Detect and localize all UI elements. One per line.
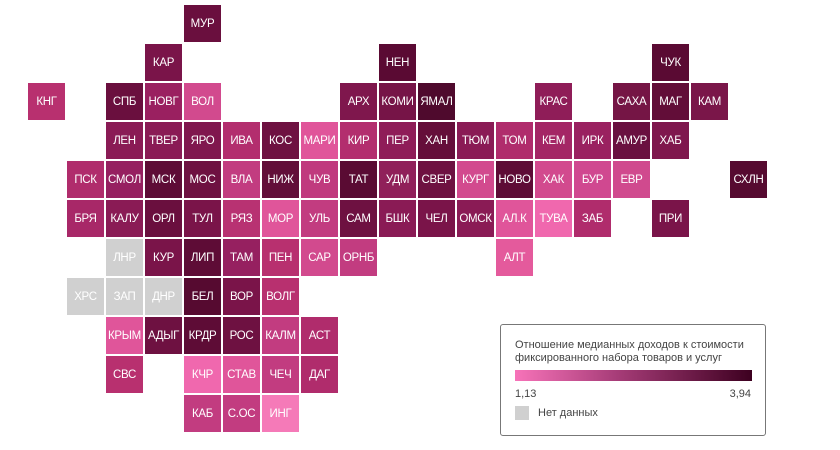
region-tile[interactable]: КЕМ [535,122,572,159]
region-tile[interactable]: КОМИ [379,83,416,120]
region-tile[interactable]: СВС [106,356,143,393]
region-tile[interactable]: ЛИП [184,239,221,276]
region-tile[interactable]: НОВО [496,161,533,198]
region-tile[interactable]: АСТ [301,317,338,354]
region-tile[interactable]: ЕВР [613,161,650,198]
region-tile[interactable]: НИЖ [262,161,299,198]
region-tile[interactable]: МОС [184,161,221,198]
region-tile[interactable]: САХА [613,83,650,120]
region-tile[interactable]: ХАК [535,161,572,198]
region-tile[interactable]: КАБ [184,395,221,432]
region-tile[interactable]: ХАН [418,122,455,159]
region-tile[interactable]: ЛНР [106,239,143,276]
region-tile[interactable]: ХРС [67,278,104,315]
region-tile[interactable]: КАЛУ [106,200,143,237]
region-tile[interactable]: БУР [574,161,611,198]
region-tile[interactable]: МОР [262,200,299,237]
region-tile[interactable]: ТУЛ [184,200,221,237]
region-tile[interactable]: БЕЛ [184,278,221,315]
region-tile[interactable]: ДНР [145,278,182,315]
region-tile[interactable]: ИВА [223,122,260,159]
region-tile[interactable]: ИНГ [262,395,299,432]
region-tile[interactable]: СХЛН [730,161,767,198]
region-tile[interactable]: СВЕР [418,161,455,198]
region-tile[interactable]: МАГ [652,83,689,120]
region-tile[interactable]: КРЫМ [106,317,143,354]
region-tile[interactable]: ЧУВ [301,161,338,198]
region-tile[interactable]: ТОМ [496,122,533,159]
region-tile[interactable]: НОВГ [145,83,182,120]
region-tile[interactable]: САР [301,239,338,276]
region-tile[interactable]: ЗАБ [574,200,611,237]
region-tile[interactable]: ПСК [67,161,104,198]
no-data-swatch [515,406,529,420]
region-tile[interactable]: ЗАП [106,278,143,315]
region-tile[interactable]: ПЕР [379,122,416,159]
region-tile[interactable]: БРЯ [67,200,104,237]
region-tile[interactable]: ВОР [223,278,260,315]
region-tile[interactable]: КЧР [184,356,221,393]
no-data-label: Нет данных [538,407,598,419]
region-tile[interactable]: С.ОС [223,395,260,432]
region-tile[interactable]: СТАВ [223,356,260,393]
region-tile[interactable]: БШК [379,200,416,237]
region-tile[interactable]: НЕН [379,44,416,81]
region-tile[interactable]: ЯРО [184,122,221,159]
region-tile[interactable]: АЛТ [496,239,533,276]
region-tile[interactable]: РОС [223,317,260,354]
region-tile[interactable]: ЧЕЧ [262,356,299,393]
legend-max-label: 3,94 [729,388,751,400]
region-tile[interactable]: АЛ.К [496,200,533,237]
region-tile[interactable]: СМОЛ [106,161,143,198]
region-tile[interactable]: АМУР [613,122,650,159]
region-tile[interactable]: КРДР [184,317,221,354]
region-tile[interactable]: АДЫГ [145,317,182,354]
region-tile[interactable]: ОМСК [457,200,494,237]
region-tile[interactable]: ТАМ [223,239,260,276]
region-tile[interactable]: КУР [145,239,182,276]
region-tile[interactable]: КАМ [691,83,728,120]
region-tile[interactable]: СПБ [106,83,143,120]
region-tile[interactable]: КРАС [535,83,572,120]
region-tile[interactable]: ОРНБ [340,239,377,276]
region-tile[interactable]: ТЮМ [457,122,494,159]
region-tile[interactable]: ИРК [574,122,611,159]
region-tile[interactable]: КУРГ [457,161,494,198]
region-tile[interactable]: КИР [340,122,377,159]
region-tile[interactable]: ЧЕЛ [418,200,455,237]
region-tile[interactable]: УЛЬ [301,200,338,237]
region-tile[interactable]: ПРИ [652,200,689,237]
region-tile[interactable]: МСК [145,161,182,198]
region-tile[interactable]: УДМ [379,161,416,198]
region-tile[interactable]: ТАТ [340,161,377,198]
region-tile[interactable]: ТВЕР [145,122,182,159]
region-tile[interactable]: ЧУК [652,44,689,81]
region-tile[interactable]: МУР [184,5,221,42]
region-tile[interactable]: АРХ [340,83,377,120]
region-tile[interactable]: РЯЗ [223,200,260,237]
region-tile[interactable]: ВЛА [223,161,260,198]
region-tile[interactable]: ТУВА [535,200,572,237]
region-tile[interactable]: ПЕН [262,239,299,276]
region-tile[interactable]: ВОЛ [184,83,221,120]
region-tile[interactable]: ОРЛ [145,200,182,237]
region-tile[interactable]: КАР [145,44,182,81]
region-tile[interactable]: ХАБ [652,122,689,159]
region-tile[interactable]: ДАГ [301,356,338,393]
region-tile[interactable]: МАРИ [301,122,338,159]
region-tile[interactable]: САМ [340,200,377,237]
region-tile[interactable]: КНГ [28,83,65,120]
legend-gradient-bar [515,370,752,381]
region-tile[interactable]: ЛЕН [106,122,143,159]
legend-min-label: 1,13 [515,388,537,400]
legend-title: Отношение медианных доходов к стоимости … [515,339,744,364]
region-tile[interactable]: КАЛМ [262,317,299,354]
region-tile[interactable]: ЯМАЛ [418,83,455,120]
region-tile[interactable]: КОС [262,122,299,159]
region-tile[interactable]: ВОЛГ [262,278,299,315]
legend: Отношение медианных доходов к стоимости … [500,324,766,436]
